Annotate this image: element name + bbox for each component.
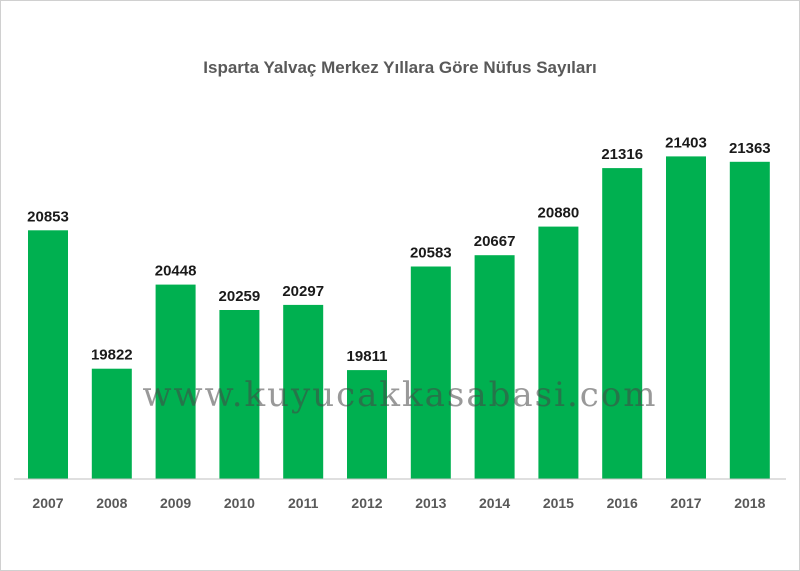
labels-layer: 20853 19822 20448 20259 20297 19811 20583 20667… [27, 134, 771, 365]
x-tick-label-2018: 2018 [734, 495, 765, 511]
data-label-2007: 20853 [27, 208, 69, 225]
x-tick-label-2014: 2014 [479, 495, 510, 511]
x-tick-label-2009: 2009 [160, 495, 191, 511]
data-label-2012: 19811 [347, 348, 388, 365]
bar-2018 [729, 161, 770, 480]
bar-2009 [155, 284, 196, 479]
bar-2007 [28, 230, 68, 479]
x-tick-label-2016: 2016 [607, 495, 638, 511]
x-tick-label-2015: 2015 [543, 495, 574, 511]
bar-2016 [602, 168, 643, 479]
x-tick-label-2011: 2011 [288, 495, 319, 511]
x-tick-label-2013: 2013 [415, 495, 446, 511]
data-label-2014: 20667 [474, 233, 516, 250]
bar-2017 [666, 156, 706, 479]
data-label-2010: 20259 [219, 288, 261, 305]
bar-2014 [474, 255, 515, 479]
bar-2015 [538, 226, 579, 479]
chart-title: Isparta Yalvaç Merkez Yıllara Göre Nüfus… [203, 58, 597, 77]
bar-2011 [283, 304, 324, 479]
x-tick-label-2017: 2017 [670, 495, 701, 511]
data-label-2015: 20880 [538, 205, 580, 222]
data-label-2009: 20448 [155, 263, 197, 280]
data-label-2016: 21316 [601, 146, 643, 163]
data-label-2008: 19822 [91, 347, 133, 364]
data-label-2017: 21403 [665, 134, 707, 151]
data-label-2011: 20297 [282, 283, 324, 300]
x-tick-label-2008: 2008 [96, 495, 127, 511]
x-tick-label-2007: 2007 [32, 495, 63, 511]
data-label-2018: 21363 [729, 140, 771, 157]
data-label-2013: 20583 [410, 245, 452, 262]
bar-2008 [91, 368, 132, 479]
x-tick-label-2010: 2010 [224, 495, 255, 511]
bar-2013 [410, 266, 451, 479]
bar-2012 [347, 370, 387, 479]
x-tick-label-2012: 2012 [351, 495, 382, 511]
ticks-layer: 2007 2008 2009 2010 2011 2012 2013 2014 2015 2016… [32, 495, 765, 511]
bar-2010 [219, 310, 260, 479]
bars-layer [28, 156, 770, 480]
